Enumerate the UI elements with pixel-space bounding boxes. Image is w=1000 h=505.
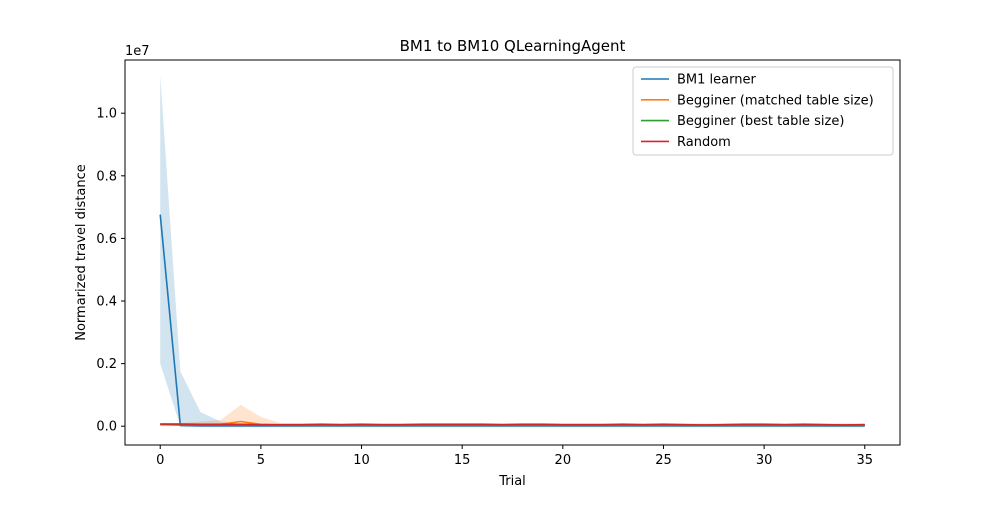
x-tick-label: 0 [156, 453, 164, 468]
legend-label-begginer-matched-table-size: Begginer (matched table size) [677, 93, 874, 108]
x-tick-label: 5 [257, 453, 265, 468]
y-tick-label: 0.2 [96, 357, 117, 372]
legend-box [632, 66, 894, 156]
plot-frame [124, 59, 901, 446]
x-axis-ticks: 0 5 10 15 20 25 30 35 [156, 445, 873, 468]
x-tick-label: 20 [555, 453, 572, 468]
x-tick-label: 25 [655, 453, 672, 468]
y-axis-ticks: 0.0 0.2 0.4 0.6 0.8 1.0 [96, 107, 125, 435]
legend: BM1 learner Begginer (matched table size)… [632, 66, 894, 156]
x-tick-label: 35 [856, 453, 873, 468]
y-axis-title: Normarized travel distance [74, 164, 89, 341]
x-axis-title: Trial [498, 474, 526, 489]
y-axis-offset-label: 1e7 [125, 44, 150, 59]
y-tick-label: 0.6 [96, 232, 117, 247]
legend-label-bm1-learner: BM1 learner [677, 73, 756, 88]
series-line-random [160, 423, 865, 426]
y-tick-label: 0.0 [96, 420, 117, 435]
x-tick-label: 15 [454, 453, 471, 468]
y-tick-label: 1.0 [96, 107, 117, 122]
x-tick-label: 10 [353, 453, 370, 468]
chart-title: BM1 to BM10 QLearningAgent [400, 37, 626, 55]
x-tick-label: 30 [756, 453, 773, 468]
y-tick-label: 0.8 [96, 169, 117, 184]
legend-label-random: Random [677, 135, 731, 150]
series-lines [159, 214, 865, 427]
legend-items: BM1 learner Begginer (matched table size)… [641, 73, 874, 150]
legend-label-begginer-best-table-size: Begginer (best table size) [677, 114, 844, 129]
y-tick-label: 0.4 [96, 295, 117, 310]
